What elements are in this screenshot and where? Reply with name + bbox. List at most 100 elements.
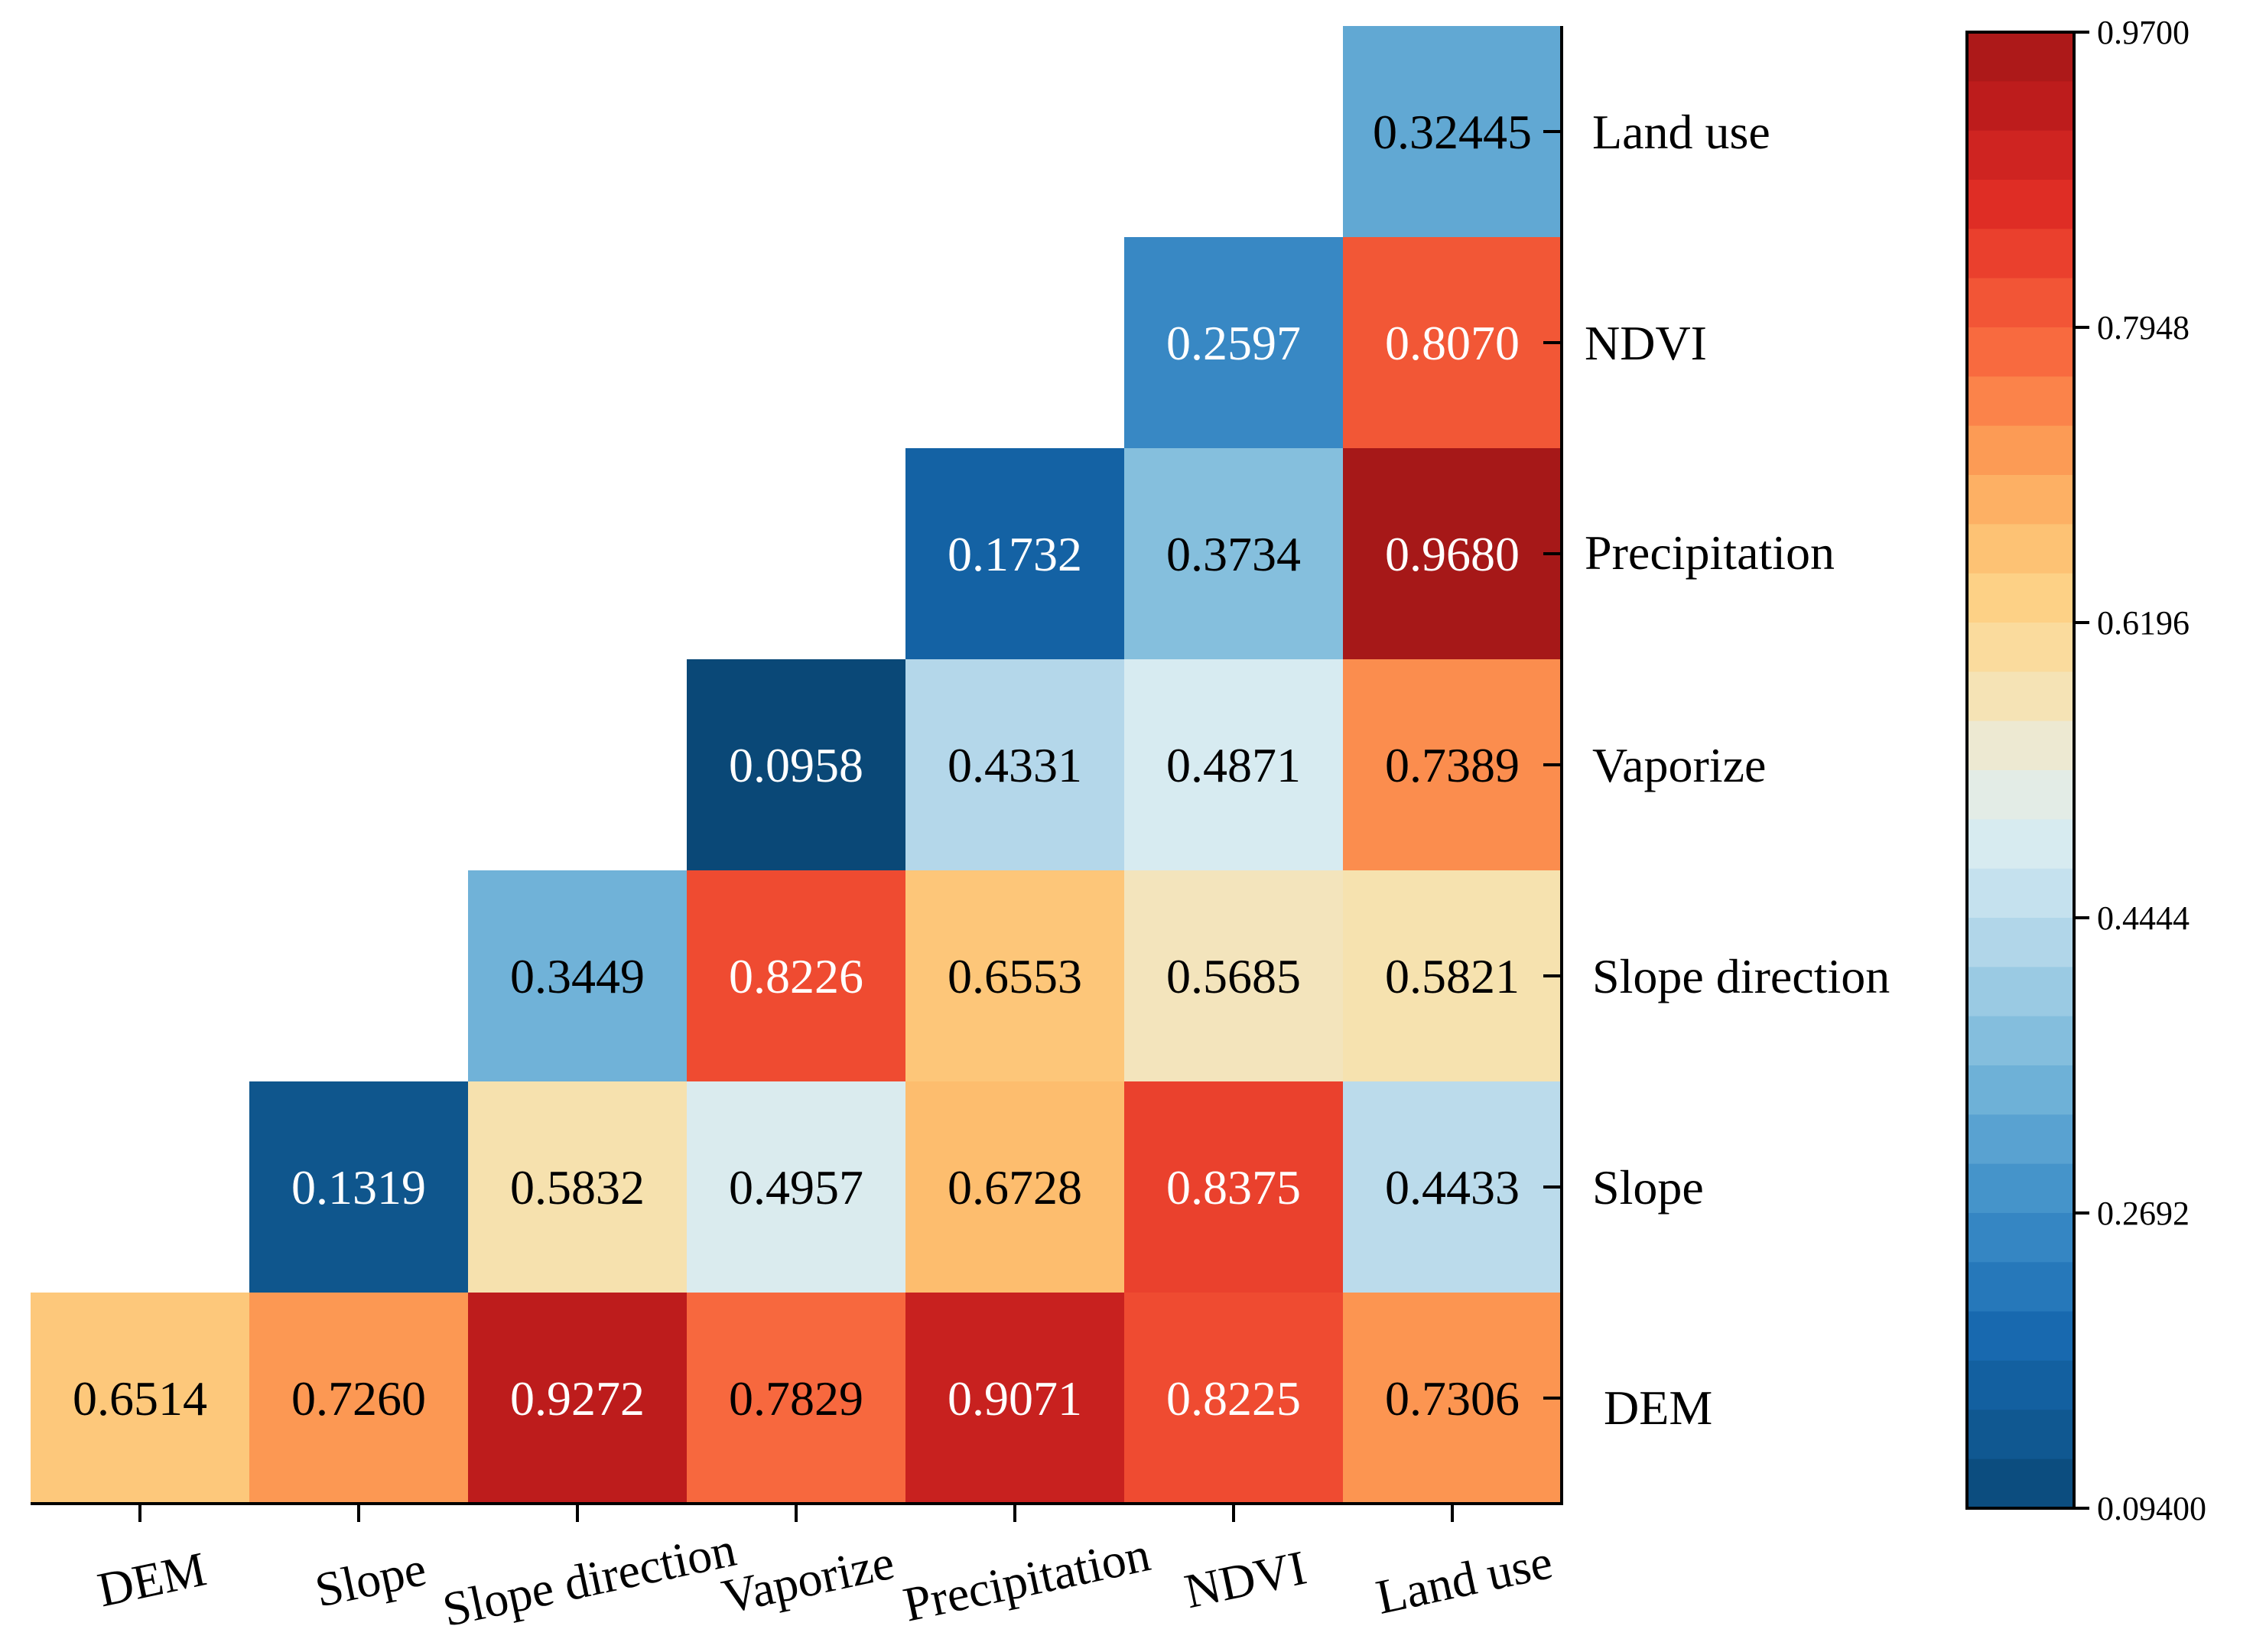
colorbar-band [1967,770,2074,821]
cell-value-label: 0.5685 [1166,949,1301,1003]
colorbar: 0.9700 0.7948 0.6196 0.4444 0.2692 0.09400 [1965,14,2206,1527]
cell-value-label: 0.7306 [1385,1371,1520,1426]
heatmap-cell [1124,870,1344,1082]
cell-value-label: 0.5821 [1385,949,1520,1003]
colorbar-band [1967,130,2074,180]
colorbar-band [1967,1213,2074,1263]
heatmap-cell [249,1081,469,1293]
colorbar-band [1967,1459,2074,1509]
x-tick-label: DEM [93,1541,211,1617]
colorbar-band [1967,1016,2074,1066]
heatmap-cell [1343,26,1562,238]
colorbar-band [1967,868,2074,919]
colorbar-band [1967,967,2074,1017]
colorbar-band [1967,327,2074,378]
colorbar-band [1967,1361,2074,1411]
heatmap-cell [468,1081,688,1293]
heatmap-cell [1343,870,1562,1082]
colorbar-band [1967,720,2074,771]
cell-value-label: 0.8070 [1385,316,1520,370]
colorbar-band [1967,1163,2074,1214]
colorbar-frame [1965,31,2076,1510]
heatmap-cell [1124,448,1344,660]
heatmap-cell [905,448,1125,660]
heatmap-cells: 0.32445 0.2597 0.8070 0.1732 0.3734 0.9680 0.0… [31,26,1562,1504]
colorbar-band [1967,1114,2074,1165]
colorbar-band [1967,32,2074,83]
colorbar-band [1967,1065,2074,1116]
heatmap-cell [1124,237,1344,449]
heatmap-cell [687,659,906,871]
cell-value-label: 0.6553 [948,949,1082,1003]
heatmap-cell [687,870,906,1082]
heatmap-cell [31,1293,250,1504]
cell-value-label: 0.1732 [948,527,1082,581]
heatmap-cell [1343,1081,1562,1293]
heatmap-cell [1343,1293,1562,1504]
colorbar-band [1967,1311,2074,1361]
heatmap-cell [468,1293,688,1504]
colorbar-tick-label: 0.6196 [2097,604,2190,642]
heatmap-cell [249,1293,469,1504]
colorbar-band [1967,180,2074,230]
cell-value-label: 0.4433 [1385,1160,1520,1215]
colorbar-band [1967,229,2074,279]
cell-value-label: 0.3449 [510,949,645,1003]
heatmap-cell [468,870,688,1082]
heatmap-cell [905,1293,1125,1504]
colorbar-band [1967,524,2074,574]
y-tick-label: Precipitation [1585,525,1835,580]
y-tick-label: Slope direction [1592,949,1890,1003]
cell-value-label: 0.32445 [1373,105,1532,159]
cell-value-label: 0.0958 [729,738,863,792]
y-tick-label: DEM [1604,1380,1712,1435]
colorbar-band [1967,1410,2074,1460]
colorbar-tick-label: 0.9700 [2097,14,2190,51]
cell-value-label: 0.9680 [1385,527,1520,581]
heatmap-cell [1124,659,1344,871]
colorbar-band [1967,1262,2074,1312]
heatmap-cell [905,659,1125,871]
colorbar-band [1967,278,2074,328]
cell-value-label: 0.6728 [948,1160,1082,1215]
colorbar-tick-label: 0.09400 [2097,1490,2206,1527]
cell-value-label: 0.2597 [1166,316,1301,370]
x-tick-label: Precipitation [899,1527,1155,1631]
x-tick-label: Land use [1371,1534,1556,1624]
y-tick-label: Land use [1592,105,1770,159]
axes [31,26,1563,1522]
cell-value-label: 0.9272 [510,1371,645,1426]
cell-value-label: 0.8226 [729,949,863,1003]
heatmap-cell [1124,1081,1344,1293]
heatmap-cell [905,870,1125,1082]
heatmap-cell [1343,237,1562,449]
x-tick-label: Vaporize [717,1535,899,1624]
colorbar-band [1967,672,2074,722]
colorbar-band [1967,918,2074,968]
cell-value-label: 0.7829 [729,1371,863,1426]
heatmap-cell [1343,659,1562,871]
heatmap-cell [687,1081,906,1293]
cell-value-label: 0.5832 [510,1160,645,1215]
y-tick-label: Vaporize [1592,738,1766,792]
cell-value-label: 0.6514 [73,1371,207,1426]
colorbar-band [1967,425,2074,476]
y-axis-labels: Land use NDVI Precipitation Vaporize Slope d… [1585,105,1890,1435]
colorbar-band [1967,475,2074,525]
x-tick-label: Slope [310,1541,431,1618]
colorbar-band [1967,81,2074,132]
colorbar-tick-label: 0.4444 [2097,899,2190,937]
colorbar-band [1967,376,2074,427]
cell-value-label: 0.8225 [1166,1371,1301,1426]
y-tick-label: Slope [1592,1160,1704,1215]
colorbar-band [1967,623,2074,673]
colorbar-band [1967,573,2074,623]
cell-value-label: 0.7389 [1385,738,1520,792]
heatmap-cell [687,1293,906,1504]
y-tick-label: NDVI [1585,316,1707,370]
colorbar-band [1967,819,2074,870]
heatmap-cell [1124,1293,1344,1504]
x-tick-label: NDVI [1180,1540,1311,1619]
